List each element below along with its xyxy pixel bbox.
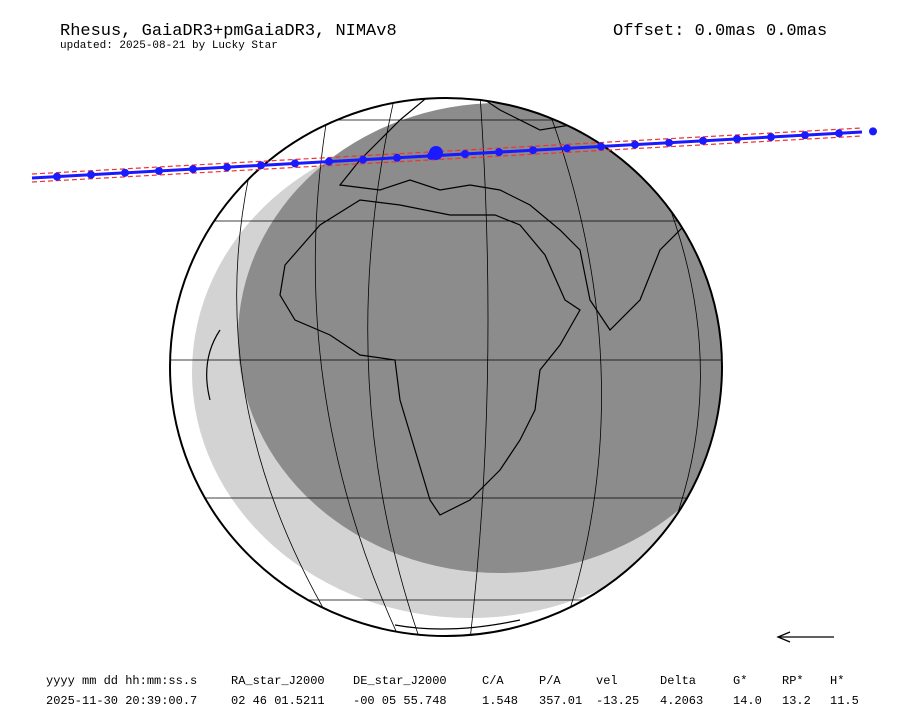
column-header: G* bbox=[733, 674, 747, 688]
track-point bbox=[869, 127, 877, 136]
track-point bbox=[393, 153, 401, 162]
table-cell: 2025-11-30 20:39:00.7 bbox=[46, 694, 197, 708]
table-cell: 1.548 bbox=[482, 694, 518, 708]
table-cell: 13.2 bbox=[782, 694, 811, 708]
table-cell: -13.25 bbox=[596, 694, 639, 708]
track-point bbox=[835, 129, 843, 138]
table-cell: 14.0 bbox=[733, 694, 762, 708]
track-point bbox=[189, 165, 197, 174]
column-header: RA_star_J2000 bbox=[231, 674, 325, 688]
column-header: H* bbox=[830, 674, 844, 688]
title: Rhesus, GaiaDR3+pmGaiaDR3, NIMAv8 bbox=[60, 22, 397, 41]
track-point bbox=[801, 131, 809, 140]
column-header: yyyy mm dd hh:mm:ss.s bbox=[46, 674, 197, 688]
track-point bbox=[699, 136, 707, 145]
table-cell: -00 05 55.748 bbox=[353, 694, 447, 708]
track-point bbox=[597, 142, 605, 151]
track-point bbox=[121, 168, 129, 177]
track-point bbox=[427, 151, 435, 160]
track-point bbox=[359, 155, 367, 164]
track-point bbox=[87, 170, 95, 179]
column-header: Delta bbox=[660, 674, 696, 688]
track-point bbox=[223, 163, 231, 172]
direction-arrow bbox=[776, 631, 834, 643]
globe bbox=[170, 98, 722, 636]
track-point bbox=[53, 172, 61, 181]
column-header: P/A bbox=[539, 674, 561, 688]
track-point bbox=[155, 166, 163, 175]
column-header: RP* bbox=[782, 674, 804, 688]
offset: Offset: 0.0mas 0.0mas bbox=[613, 22, 827, 41]
track-point bbox=[767, 133, 775, 142]
track-point bbox=[461, 150, 469, 159]
column-header: C/A bbox=[482, 674, 504, 688]
column-header: vel bbox=[596, 674, 618, 688]
subtitle: updated: 2025-08-21 by Lucky Star bbox=[60, 40, 278, 52]
table-cell: 02 46 01.5211 bbox=[231, 694, 325, 708]
ephemeris-table: yyyy mm dd hh:mm:ss.s RA_star_J2000 DE_sta… bbox=[46, 674, 859, 708]
track-point bbox=[665, 138, 673, 147]
track-point bbox=[631, 140, 639, 149]
night-side bbox=[238, 103, 722, 573]
track-point bbox=[495, 148, 503, 157]
track-point bbox=[733, 134, 741, 143]
track-point bbox=[563, 144, 571, 153]
column-header: DE_star_J2000 bbox=[353, 674, 447, 688]
occultation-track bbox=[31, 127, 877, 183]
track-point bbox=[257, 161, 265, 170]
track-point bbox=[291, 159, 299, 168]
track-point bbox=[529, 146, 537, 155]
track-point bbox=[325, 157, 333, 166]
globe-edge bbox=[169, 97, 723, 637]
table-cell: 357.01 bbox=[539, 694, 582, 708]
coastlines bbox=[206, 98, 701, 630]
table-cell: 11.5 bbox=[830, 694, 859, 708]
table-cell: 4.2063 bbox=[660, 694, 703, 708]
